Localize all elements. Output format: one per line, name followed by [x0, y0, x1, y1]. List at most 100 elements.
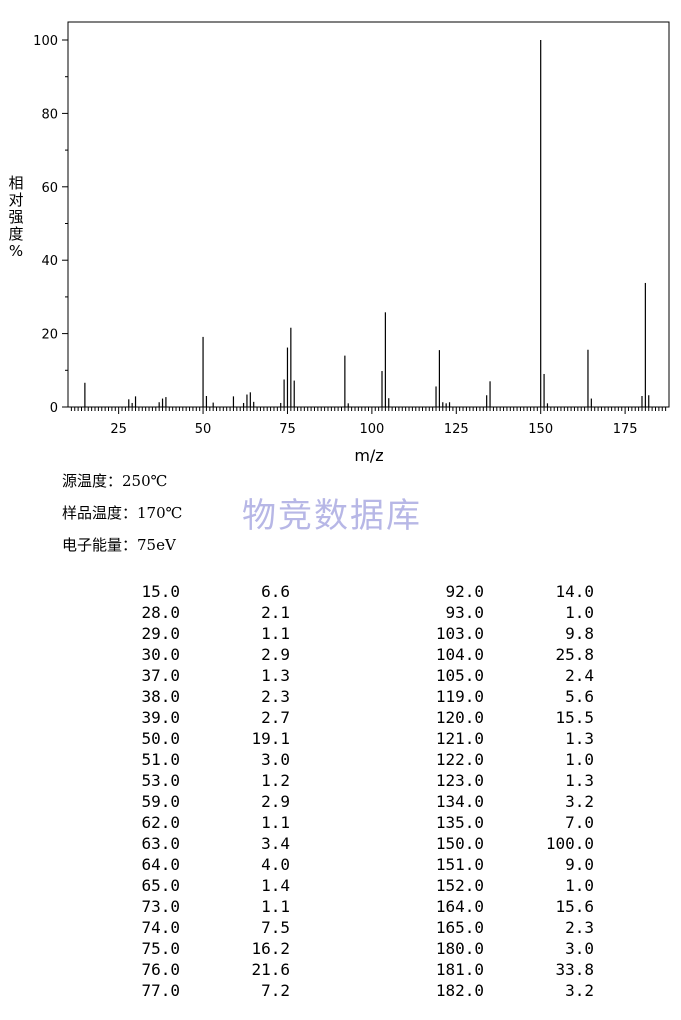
mz-cell: 63.0: [141, 834, 180, 853]
intensity-cell: 100.0: [545, 834, 594, 853]
table-row: 38.0 2.3 119.0 5.6: [0, 687, 681, 708]
y-axis-label-char: %: [8, 242, 24, 260]
intensity-cell: 3.2: [565, 792, 594, 811]
source-temperature-label: 源温度：: [62, 472, 123, 490]
table-row: 63.0 3.4 150.0 100.0: [0, 834, 681, 855]
intensity-cell: 1.1: [261, 897, 290, 916]
y-axis-label-char: 度: [8, 225, 24, 243]
intensity-cell: 15.5: [555, 708, 594, 727]
y-tick-label: 20: [41, 328, 58, 343]
mz-cell: 39.0: [141, 708, 180, 727]
table-row: 76.0 21.6 181.0 33.8: [0, 960, 681, 981]
intensity-cell: 2.3: [565, 918, 594, 937]
x-tick-label: 75: [279, 422, 296, 437]
x-tick-label: 175: [613, 422, 638, 437]
intensity-cell: 21.6: [251, 960, 290, 979]
sample-temperature-label: 样品温度：: [62, 504, 138, 522]
mz-cell: 181.0: [435, 960, 484, 979]
intensity-cell: 19.1: [251, 729, 290, 748]
table-row: 30.0 2.9 104.0 25.8: [0, 645, 681, 666]
table-row: 37.0 1.3 105.0 2.4: [0, 666, 681, 687]
table-row: 75.0 16.2 180.0 3.0: [0, 939, 681, 960]
intensity-cell: 7.2: [261, 981, 290, 1000]
mz-cell: 65.0: [141, 876, 180, 895]
table-row: 53.0 1.2 123.0 1.3: [0, 771, 681, 792]
mz-cell: 51.0: [141, 750, 180, 769]
intensity-cell: 4.0: [261, 855, 290, 874]
table-row: 39.0 2.7 120.0 15.5: [0, 708, 681, 729]
table-row: 50.0 19.1 121.0 1.3: [0, 729, 681, 750]
mz-cell: 76.0: [141, 960, 180, 979]
mz-cell: 180.0: [435, 939, 484, 958]
y-tick-label: 60: [41, 181, 58, 196]
intensity-cell: 1.3: [565, 729, 594, 748]
intensity-cell: 25.8: [555, 645, 594, 664]
mz-cell: 134.0: [435, 792, 484, 811]
table-row: 51.0 3.0 122.0 1.0: [0, 750, 681, 771]
y-tick-label: 40: [41, 254, 58, 269]
table-row: 59.0 2.9 134.0 3.2: [0, 792, 681, 813]
mz-cell: 120.0: [435, 708, 484, 727]
mz-cell: 121.0: [435, 729, 484, 748]
mz-cell: 119.0: [435, 687, 484, 706]
intensity-cell: 7.0: [565, 813, 594, 832]
intensity-cell: 9.8: [565, 624, 594, 643]
intensity-cell: 3.0: [261, 750, 290, 769]
intensity-cell: 1.0: [565, 750, 594, 769]
electron-energy-label: 电子能量：: [62, 536, 138, 554]
table-row: 73.0 1.1 164.0 15.6: [0, 897, 681, 918]
intensity-cell: 16.2: [251, 939, 290, 958]
x-tick-label: 25: [110, 422, 127, 437]
intensity-cell: 14.0: [555, 582, 594, 601]
y-tick-label: 80: [41, 107, 58, 122]
source-temperature-value: 250℃: [122, 472, 168, 490]
intensity-cell: 1.4: [261, 876, 290, 895]
sample-temperature: 样品温度：170℃: [62, 502, 182, 523]
mz-cell: 123.0: [435, 771, 484, 790]
table-row: 62.0 1.1 135.0 7.0: [0, 813, 681, 834]
table-row: 74.0 7.5 165.0 2.3: [0, 918, 681, 939]
intensity-cell: 15.6: [555, 897, 594, 916]
x-axis: 25 50 75 100 125 150 175: [70, 407, 667, 437]
intensity-cell: 3.2: [565, 981, 594, 1000]
table-row: 77.0 7.2 182.0 3.2: [0, 981, 681, 1002]
table-row: 64.0 4.0 151.0 9.0: [0, 855, 681, 876]
mass-spectrum-chart: 0 20 40 60 80 100 25 50 75 100 125 150 175 m/z: [33, 21, 670, 465]
mz-cell: 62.0: [141, 813, 180, 832]
mz-cell: 150.0: [435, 834, 484, 853]
intensity-cell: 1.0: [565, 603, 594, 622]
intensity-cell: 2.1: [261, 603, 290, 622]
sample-temperature-value: 170℃: [137, 504, 183, 522]
mz-cell: 93.0: [445, 603, 484, 622]
mz-cell: 182.0: [435, 981, 484, 1000]
intensity-cell: 1.1: [261, 813, 290, 832]
mz-cell: 135.0: [435, 813, 484, 832]
intensity-cell: 1.0: [565, 876, 594, 895]
mz-cell: 59.0: [141, 792, 180, 811]
mz-cell: 92.0: [445, 582, 484, 601]
table-row: 15.0 6.6 92.0 14.0: [0, 582, 681, 603]
mz-cell: 151.0: [435, 855, 484, 874]
intensity-cell: 2.9: [261, 645, 290, 664]
x-tick-label: 100: [359, 422, 384, 437]
mz-cell: 75.0: [141, 939, 180, 958]
mz-cell: 77.0: [141, 981, 180, 1000]
x-tick-label: 125: [444, 422, 469, 437]
intensity-cell: 1.3: [565, 771, 594, 790]
x-tick-label: 150: [528, 422, 553, 437]
intensity-cell: 3.0: [565, 939, 594, 958]
y-axis-label-char: 强: [8, 208, 24, 226]
electron-energy: 电子能量：75eV: [62, 534, 176, 555]
intensity-cell: 1.3: [261, 666, 290, 685]
table-row: 29.0 1.1 103.0 9.8: [0, 624, 681, 645]
mz-cell: 50.0: [141, 729, 180, 748]
x-axis-label: m/z: [354, 446, 383, 465]
y-tick-label: 0: [50, 401, 58, 416]
watermark: 物竞数据库: [242, 496, 422, 536]
y-tick-label: 100: [33, 34, 58, 49]
y-axis-label-char: 相: [8, 174, 24, 192]
mz-cell: 104.0: [435, 645, 484, 664]
table-row: 65.0 1.4 152.0 1.0: [0, 876, 681, 897]
x-tick-label: 50: [195, 422, 212, 437]
intensity-cell: 2.3: [261, 687, 290, 706]
